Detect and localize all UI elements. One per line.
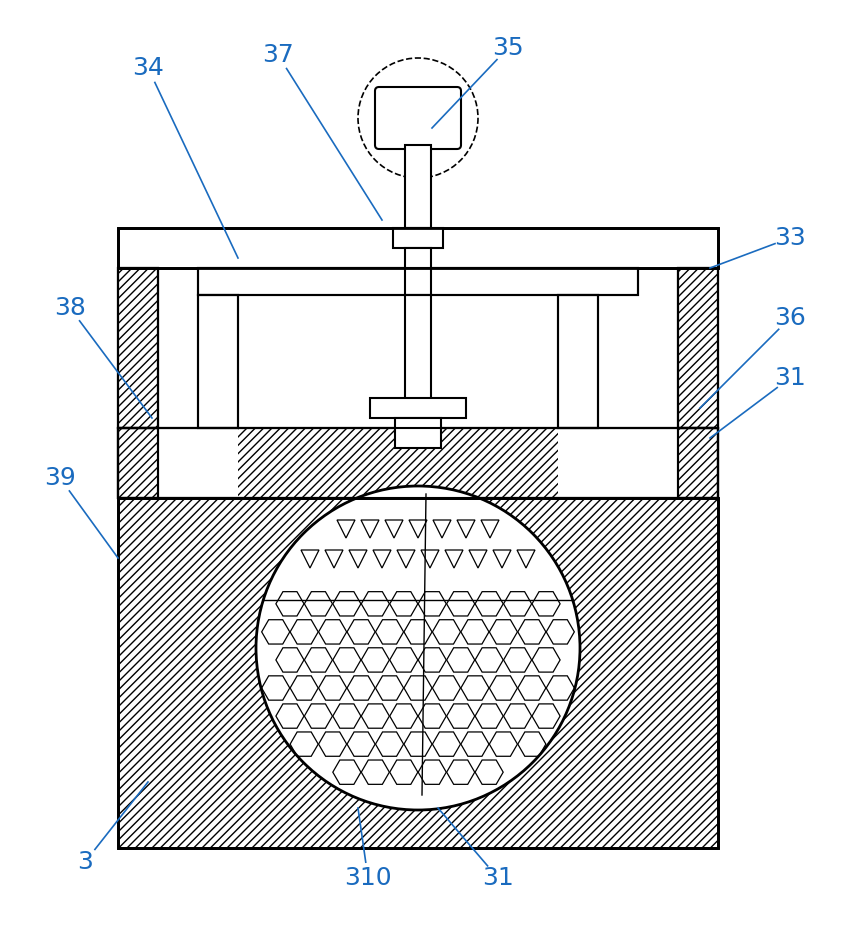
Bar — [678, 268, 718, 428]
Bar — [118, 498, 718, 848]
Bar — [678, 428, 718, 498]
Bar — [678, 428, 718, 498]
Wedge shape — [256, 486, 580, 648]
Text: 38: 38 — [54, 296, 86, 320]
Text: 36: 36 — [774, 306, 806, 330]
Polygon shape — [445, 550, 463, 568]
Text: 3: 3 — [77, 850, 93, 874]
Bar — [678, 268, 718, 428]
Bar — [405, 248, 431, 295]
Polygon shape — [301, 550, 319, 568]
Polygon shape — [397, 550, 415, 568]
Polygon shape — [373, 550, 391, 568]
Bar — [118, 428, 158, 498]
Bar — [678, 268, 718, 428]
Bar — [405, 295, 431, 408]
Bar — [395, 418, 441, 448]
Bar — [238, 428, 558, 498]
Polygon shape — [361, 520, 379, 538]
Bar — [198, 295, 238, 428]
Polygon shape — [349, 550, 367, 568]
Bar — [118, 428, 158, 498]
Text: 310: 310 — [344, 866, 391, 890]
Bar — [118, 428, 718, 498]
Polygon shape — [469, 550, 487, 568]
Bar — [118, 268, 158, 428]
Bar — [198, 295, 238, 428]
Bar — [405, 145, 431, 228]
Bar — [118, 268, 158, 428]
Circle shape — [256, 486, 580, 810]
Bar — [118, 428, 198, 498]
Text: 39: 39 — [44, 466, 76, 490]
Text: 31: 31 — [483, 866, 514, 890]
Bar — [198, 268, 638, 295]
Bar — [118, 428, 158, 498]
Polygon shape — [433, 520, 451, 538]
Bar — [370, 398, 466, 418]
Bar — [118, 498, 718, 848]
Bar — [558, 295, 598, 428]
Bar — [118, 428, 158, 498]
Bar — [393, 228, 443, 248]
Polygon shape — [421, 550, 439, 568]
Polygon shape — [409, 520, 427, 538]
Bar — [118, 428, 718, 498]
Bar — [118, 498, 718, 848]
Bar — [238, 428, 558, 498]
Polygon shape — [325, 550, 343, 568]
Bar — [678, 428, 718, 498]
Bar — [118, 498, 718, 848]
Bar — [598, 428, 678, 498]
Text: 34: 34 — [132, 56, 164, 80]
Bar — [678, 428, 718, 498]
Polygon shape — [481, 520, 499, 538]
Bar — [198, 268, 638, 295]
Text: 37: 37 — [262, 43, 294, 67]
FancyBboxPatch shape — [375, 87, 461, 149]
Bar — [158, 428, 198, 498]
Polygon shape — [457, 520, 475, 538]
Polygon shape — [337, 520, 355, 538]
Text: 31: 31 — [774, 366, 806, 390]
Bar — [678, 268, 718, 428]
Bar — [118, 228, 718, 268]
Bar — [678, 268, 718, 428]
Bar — [558, 295, 598, 428]
Bar — [118, 428, 718, 498]
Bar — [118, 268, 158, 428]
Bar — [118, 268, 158, 428]
Polygon shape — [385, 520, 403, 538]
Polygon shape — [493, 550, 511, 568]
Bar — [118, 268, 158, 428]
Bar — [598, 428, 718, 498]
Bar — [118, 228, 718, 268]
Text: 35: 35 — [492, 36, 524, 60]
Text: 33: 33 — [774, 226, 806, 250]
Polygon shape — [517, 550, 535, 568]
